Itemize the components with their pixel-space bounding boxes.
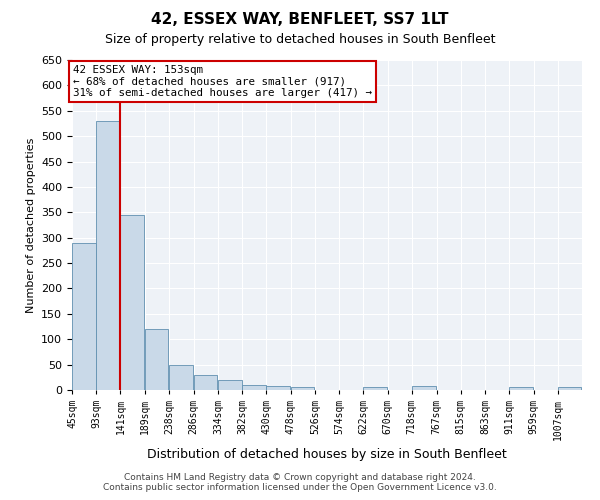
Text: 42 ESSEX WAY: 153sqm
← 68% of detached houses are smaller (917)
31% of semi-deta: 42 ESSEX WAY: 153sqm ← 68% of detached h…	[73, 65, 372, 98]
Text: Size of property relative to detached houses in South Benfleet: Size of property relative to detached ho…	[105, 32, 495, 46]
Y-axis label: Number of detached properties: Number of detached properties	[26, 138, 35, 312]
Bar	[169, 364, 193, 390]
Bar	[72, 243, 96, 390]
X-axis label: Distribution of detached houses by size in South Benfleet: Distribution of detached houses by size …	[147, 448, 507, 462]
Bar	[242, 385, 266, 390]
Bar	[218, 380, 242, 390]
Text: 42, ESSEX WAY, BENFLEET, SS7 1LT: 42, ESSEX WAY, BENFLEET, SS7 1LT	[151, 12, 449, 28]
Bar	[121, 215, 144, 390]
Bar	[558, 388, 581, 390]
Bar	[96, 121, 120, 390]
Bar	[412, 386, 436, 390]
Bar	[364, 388, 387, 390]
Bar	[266, 386, 290, 390]
Bar	[194, 375, 217, 390]
Bar	[145, 329, 169, 390]
Text: Contains HM Land Registry data © Crown copyright and database right 2024.
Contai: Contains HM Land Registry data © Crown c…	[103, 473, 497, 492]
Bar	[509, 388, 533, 390]
Bar	[290, 388, 314, 390]
